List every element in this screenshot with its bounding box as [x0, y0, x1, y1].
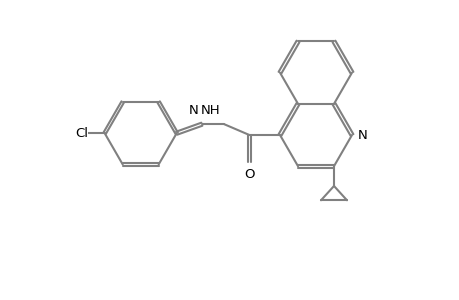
Text: N: N: [357, 128, 367, 142]
Text: NH: NH: [200, 104, 220, 117]
Text: N: N: [189, 104, 198, 117]
Text: O: O: [244, 168, 254, 181]
Text: Cl: Cl: [75, 127, 88, 140]
